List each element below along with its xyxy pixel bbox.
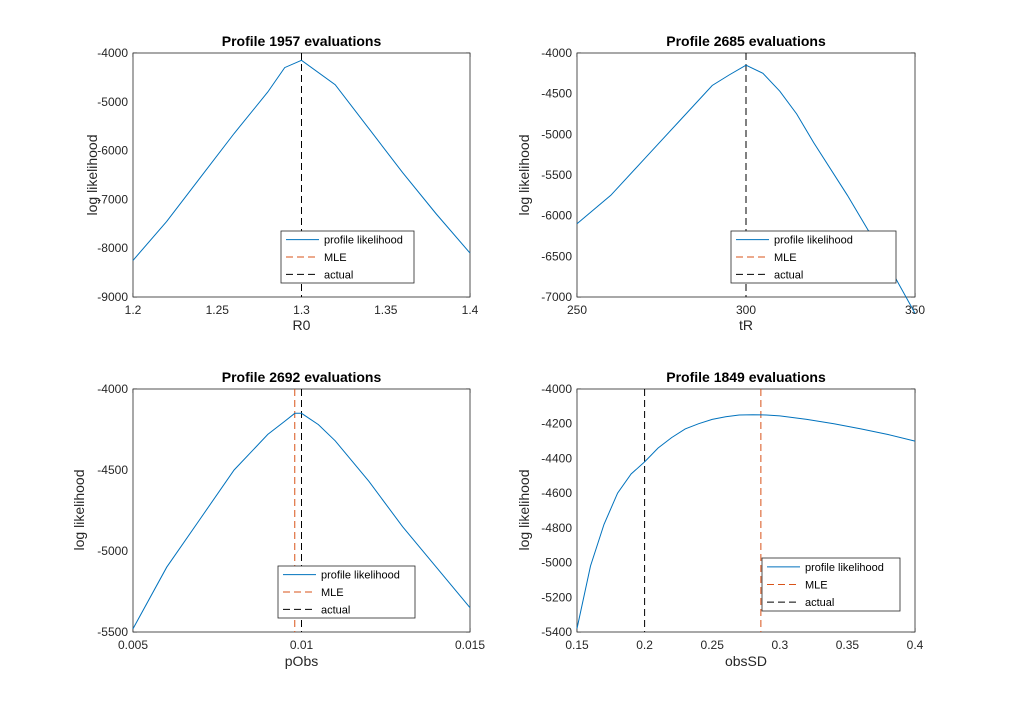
legend-entry-actual-label: actual [321, 604, 350, 616]
x-tick-label: 250 [567, 303, 587, 317]
y-tick-label: -4500 [97, 463, 128, 477]
y-tick-label: -6000 [541, 209, 572, 223]
legend: profile likelihood MLE actual [761, 557, 901, 612]
x-axis-label: R0 [293, 317, 311, 333]
legend-entry-mle-label: MLE [324, 252, 347, 264]
y-tick-label: -5000 [541, 127, 572, 141]
legend-entry-mle-label: MLE [321, 587, 344, 599]
y-tick-label: -6500 [541, 249, 572, 263]
legend-entry-profile-label: profile likelihood [324, 235, 403, 247]
ticks: 0.005 0.01 0.015 -5500 -5000 -4500 -4000 [97, 382, 485, 652]
panel-title: Profile 1849 evaluations [666, 369, 826, 385]
y-tick-label: -7000 [97, 192, 128, 206]
y-tick-label: -5500 [97, 625, 128, 639]
panel-tr: Profile 2685 evaluations tR log likeliho… [516, 33, 925, 333]
y-tick-label: -8000 [97, 241, 128, 255]
legend-entry-actual-label: actual [774, 269, 803, 281]
ticks: 250 300 350 -7000 -6500 -6000 -5500 -5000 -4500 -… [541, 46, 925, 317]
y-tick-label: -4000 [541, 382, 572, 396]
profile-likelihood-line [576, 64, 916, 314]
x-tick-label: 0.4 [907, 638, 924, 652]
y-axis-label: log likelihood [516, 470, 532, 551]
x-tick-label: 300 [736, 303, 756, 317]
y-tick-label: -4000 [97, 382, 128, 396]
x-tick-label: 0.01 [290, 638, 314, 652]
y-tick-label: -4000 [97, 46, 128, 60]
x-tick-label: 1.4 [462, 303, 479, 317]
profile-likelihood-line [576, 414, 916, 629]
y-tick-label: -9000 [97, 290, 128, 304]
legend-entry-actual-label: actual [805, 597, 834, 609]
x-tick-label: 1.3 [293, 303, 310, 317]
y-tick-label: -5400 [541, 625, 572, 639]
legend-entry-actual-label: actual [324, 269, 353, 281]
x-tick-label: 0.25 [701, 638, 725, 652]
profile-likelihood-line [132, 59, 471, 261]
x-axis-label: tR [739, 317, 753, 333]
legend-entry-profile-label: profile likelihood [321, 570, 400, 582]
y-tick-label: -5000 [97, 95, 128, 109]
x-tick-label: 350 [905, 303, 925, 317]
ticks: 0.15 0.2 0.25 0.3 0.35 0.4 -5400 -5200 -5000 -480… [541, 382, 923, 652]
legend: profile likelihood MLE actual [277, 565, 416, 619]
x-tick-label: 1.2 [125, 303, 142, 317]
panel-obssd: Profile 1849 evaluations obsSD log likel… [516, 369, 924, 669]
x-axis-label: pObs [285, 653, 318, 669]
y-tick-label: -4800 [541, 521, 572, 535]
panel-title: Profile 2685 evaluations [666, 33, 826, 49]
legend-entry-mle-label: MLE [774, 252, 797, 264]
y-tick-label: -7000 [541, 290, 572, 304]
y-tick-label: -4400 [541, 451, 572, 465]
y-tick-label: -4500 [541, 87, 572, 101]
x-tick-label: 0.3 [771, 638, 788, 652]
legend-entry-profile-label: profile likelihood [774, 235, 853, 247]
x-tick-label: 0.2 [636, 638, 653, 652]
x-axis-label: obsSD [725, 653, 767, 669]
panel-r0: Profile 1957 evaluations R0 log likeliho… [84, 33, 479, 333]
y-axis-label: log likelihood [84, 135, 100, 216]
y-axis-label: log likelihood [71, 470, 87, 551]
x-tick-label: 0.015 [455, 638, 485, 652]
y-tick-label: -5200 [541, 590, 572, 604]
panel-title: Profile 2692 evaluations [222, 369, 382, 385]
y-tick-label: -5500 [541, 168, 572, 182]
profile-likelihood-line [132, 412, 471, 630]
ticks: 1.2 1.25 1.3 1.35 1.4 -9000 -8000 -7000 -6000 -50… [97, 46, 478, 317]
y-tick-label: -4000 [541, 46, 572, 60]
y-tick-label: -4600 [541, 486, 572, 500]
legend-entry-mle-label: MLE [805, 580, 828, 592]
legend-entry-profile-label: profile likelihood [805, 562, 884, 574]
y-axis-label: log likelihood [516, 135, 532, 216]
legend: profile likelihood MLE actual [730, 230, 897, 284]
x-tick-label: 1.25 [206, 303, 230, 317]
x-tick-label: 0.35 [836, 638, 860, 652]
x-tick-label: 1.35 [374, 303, 398, 317]
y-tick-label: -5000 [97, 544, 128, 558]
y-tick-label: -6000 [97, 144, 128, 158]
legend: profile likelihood MLE actual [280, 230, 415, 284]
y-tick-label: -5000 [541, 556, 572, 570]
panel-pobs: Profile 2692 evaluations pObs log likeli… [71, 369, 485, 669]
y-tick-label: -4200 [541, 417, 572, 431]
panel-title: Profile 1957 evaluations [222, 33, 382, 49]
x-tick-label: 0.005 [118, 638, 148, 652]
x-tick-label: 0.15 [565, 638, 589, 652]
